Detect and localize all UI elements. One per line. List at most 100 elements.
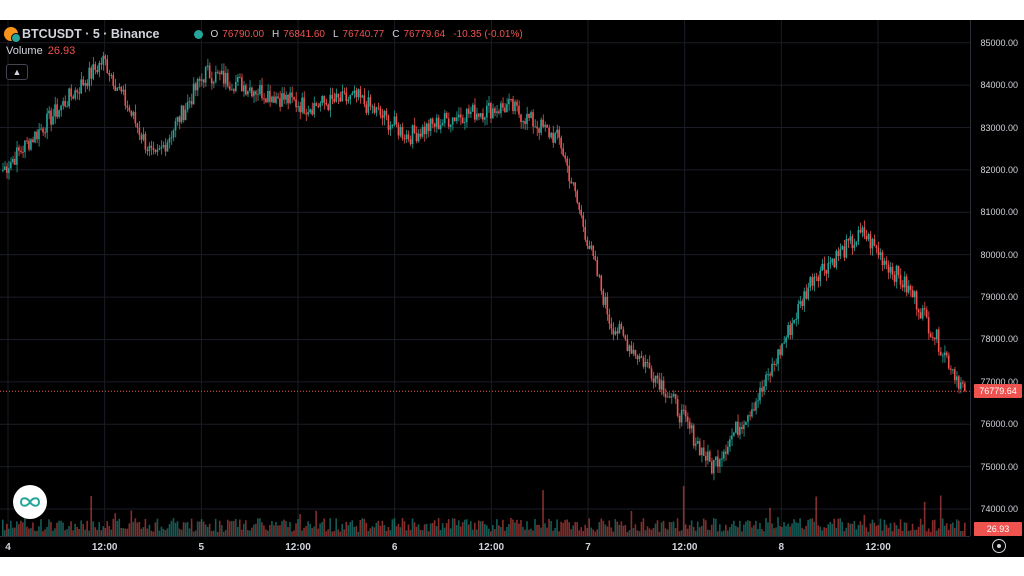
volume-bar: [787, 523, 789, 536]
volume-bar: [650, 529, 653, 536]
candle: [492, 108, 494, 119]
candle: [299, 106, 301, 113]
candle: [52, 116, 54, 125]
candle: [265, 98, 267, 103]
candle: [391, 124, 394, 126]
volume-bar: [941, 518, 944, 536]
volume-bar: [337, 529, 339, 536]
candle: [132, 112, 135, 116]
volume-bar: [102, 526, 105, 536]
candle: [712, 459, 715, 474]
volume-bar: [104, 527, 107, 536]
candle: [496, 111, 498, 113]
volume-bar: [596, 529, 599, 536]
volume-bar: [415, 526, 418, 536]
candle: [514, 101, 516, 112]
candle: [638, 356, 641, 360]
volume-bar: [214, 518, 217, 536]
volume-bar: [307, 521, 309, 536]
candle: [622, 329, 625, 336]
candle: [351, 93, 354, 96]
brand-logo[interactable]: [13, 485, 47, 519]
candle: [38, 129, 40, 140]
volume-bar: [602, 520, 605, 536]
candle: [317, 105, 319, 107]
volume-bar: [578, 530, 580, 536]
time-axis[interactable]: 4 12:00 5 12:00 6 12:00 7 12:00 8 12:00: [0, 536, 970, 557]
volume-bar: [640, 521, 643, 536]
volume-bar: [50, 521, 52, 536]
volume-bar: [490, 531, 492, 536]
candle: [592, 245, 595, 257]
volume-bar: [48, 519, 50, 536]
volume-bar: [279, 525, 281, 536]
volume-bar: [395, 526, 398, 536]
chart-settings-button[interactable]: [992, 539, 1006, 553]
volume-bar: [74, 523, 76, 536]
volume-bar: [144, 519, 147, 536]
candle: [297, 106, 299, 108]
candle: [401, 127, 404, 139]
volume-bar: [504, 530, 506, 536]
candle: [381, 115, 384, 118]
candle: [349, 95, 352, 100]
candle: [6, 166, 8, 173]
candle: [234, 81, 237, 92]
candle: [598, 275, 601, 277]
volume-bar: [327, 529, 329, 536]
candle: [245, 85, 247, 95]
volume-label[interactable]: Volume: [6, 45, 43, 57]
candle: [883, 260, 886, 266]
candle: [293, 97, 295, 100]
candle: [180, 105, 183, 123]
volume-bar: [745, 521, 747, 536]
volume-bar: [419, 529, 422, 536]
candle: [279, 98, 281, 107]
price-axis[interactable]: 85000.00 84000.00 83000.00 82000.00 81000.00…: [970, 20, 1024, 536]
volume-bar: [351, 520, 354, 536]
volume-bar: [84, 529, 86, 536]
candle: [226, 72, 229, 87]
candle: [680, 409, 683, 423]
symbol-title[interactable]: BTCUSDT · 5 · Binance: [22, 27, 160, 41]
volume-bar: [305, 526, 307, 536]
candle: [899, 275, 902, 285]
candle: [152, 147, 155, 150]
volume-bar: [18, 524, 20, 536]
volume-bar: [46, 527, 48, 536]
candle: [759, 387, 761, 401]
candle: [544, 124, 546, 127]
candle: [277, 96, 279, 99]
candle: [307, 112, 309, 115]
candle: [28, 140, 30, 150]
candle: [10, 162, 12, 169]
candle: [104, 55, 107, 60]
candlestick-chart[interactable]: [0, 20, 970, 536]
volume-bar: [887, 527, 890, 536]
volume-bar: [953, 527, 956, 536]
collapse-legend-button[interactable]: ▲: [6, 64, 28, 80]
candle: [84, 83, 86, 86]
candle: [447, 118, 450, 127]
volume-bar: [80, 520, 82, 536]
candle: [540, 119, 542, 133]
volume-bar: [636, 530, 639, 536]
candle: [791, 323, 793, 335]
volume-bar: [564, 519, 566, 536]
candle: [90, 67, 92, 79]
volume-bar: [188, 528, 191, 536]
volume-bar: [471, 529, 474, 536]
volume-bar: [588, 518, 591, 536]
candle: [42, 128, 44, 133]
candle: [26, 140, 28, 142]
candle: [393, 116, 396, 125]
volume-bar: [24, 518, 26, 536]
candle: [66, 106, 68, 108]
time-tick: 5: [198, 542, 205, 553]
candle: [706, 451, 709, 461]
volume-bar: [666, 529, 669, 536]
volume-bar: [749, 520, 751, 536]
volume-bar: [208, 523, 211, 536]
volume-bar: [30, 528, 32, 536]
close-label: C: [392, 28, 400, 40]
